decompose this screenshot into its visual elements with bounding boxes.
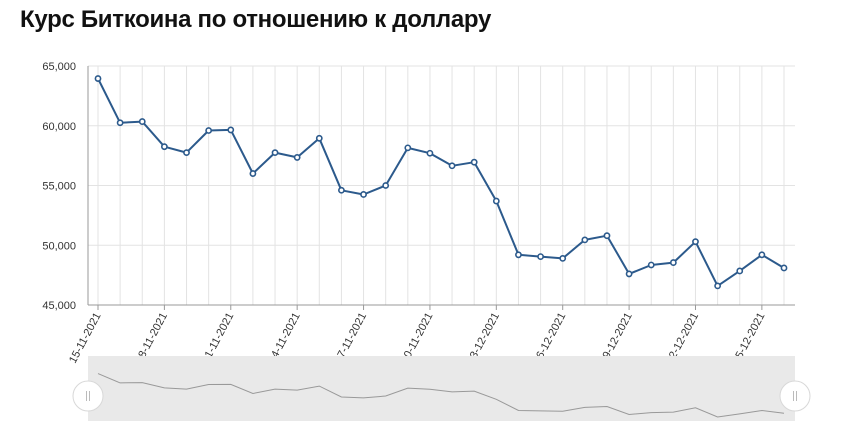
- data-point: [625, 270, 633, 278]
- navigator-handle-left[interactable]: [72, 380, 104, 412]
- navigator-background: [88, 356, 795, 421]
- data-point: [736, 267, 744, 275]
- data-point: [360, 191, 367, 198]
- data-point: [581, 236, 589, 244]
- data-point: [669, 259, 677, 266]
- y-tick-label: 50,000: [42, 240, 76, 252]
- chart-title: Курс Биткоина по отношению к доллару: [20, 6, 492, 33]
- series-line: [97, 78, 785, 287]
- data-point: [205, 127, 213, 134]
- data-point: [382, 182, 390, 189]
- data-point: [426, 149, 434, 157]
- data-point: [138, 118, 146, 125]
- y-tick-label: 60,000: [42, 121, 76, 133]
- data-point: [714, 282, 722, 290]
- data-point: [515, 251, 522, 259]
- data-point: [404, 144, 412, 152]
- y-axis-ticks: 45,000 50,000 55,000 60,000 65,000: [42, 61, 76, 312]
- data-point: [559, 254, 567, 262]
- data-point: [271, 149, 279, 157]
- data-point: [780, 264, 788, 272]
- data-point: [647, 261, 655, 269]
- handle-circle: [72, 380, 104, 412]
- y-tick-label: 45,000: [42, 300, 76, 312]
- data-point: [94, 75, 102, 82]
- navigator-line: [97, 373, 785, 418]
- data-point: [338, 186, 345, 194]
- data-point: [537, 253, 544, 261]
- navigator-handle-right[interactable]: [779, 380, 811, 412]
- data-point: [315, 134, 323, 142]
- data-point: [692, 238, 699, 246]
- y-tick-label: 65,000: [42, 61, 76, 73]
- axes: [87, 66, 795, 306]
- data-point: [492, 197, 500, 205]
- data-point: [603, 232, 611, 240]
- y-tick-label: 55,000: [42, 181, 76, 193]
- data-point: [470, 158, 478, 166]
- data-point: [758, 251, 766, 259]
- data-point: [183, 149, 190, 157]
- data-point: [293, 154, 301, 161]
- data-point: [448, 162, 456, 170]
- range-navigator[interactable]: [72, 356, 811, 421]
- handle-circle: [779, 380, 811, 412]
- data-point: [160, 143, 168, 151]
- data-point: [227, 126, 235, 134]
- data-point: [116, 119, 124, 127]
- grid: [88, 65, 795, 306]
- data-point: [249, 170, 257, 177]
- series: [94, 75, 788, 290]
